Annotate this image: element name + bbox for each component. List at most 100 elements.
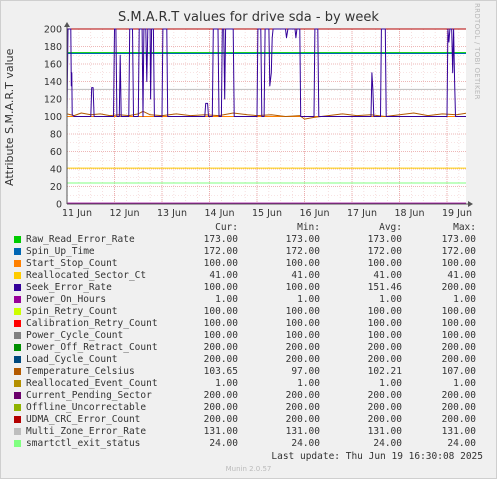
legend-series-name: Spin_Retry_Count: [26, 306, 118, 317]
legend-row: Start_Stop_Count 100.00 100.00 100.00 100.00: [14, 258, 484, 270]
x-tick-label: 18 Jun: [395, 208, 425, 219]
legend-value-cur: 173.00: [203, 234, 238, 245]
legend-value-cur: 200.00: [203, 402, 238, 413]
legend-value-min: 200.00: [285, 402, 320, 413]
y-tick-label: 160: [44, 60, 62, 71]
chart-title: S.M.A.R.T values for drive sda - by week: [118, 10, 379, 25]
legend-value-avg: 151.46: [367, 282, 402, 293]
legend-value-cur: 100.00: [203, 258, 238, 269]
legend-series-name: Reallocated_Event_Count: [26, 378, 158, 389]
legend-value-min: 173.00: [285, 234, 320, 245]
legend-row: Current_Pending_Sector 200.00 200.00 200.00…: [14, 390, 484, 402]
legend-value-cur: 200.00: [203, 342, 238, 353]
legend-value-avg: 173.00: [367, 234, 402, 245]
legend-value-cur: 100.00: [203, 282, 238, 293]
legend-swatch: [14, 308, 21, 315]
legend-value-avg: 100.00: [367, 318, 402, 329]
legend-value-max: 107.00: [441, 366, 476, 377]
legend-value-min: 200.00: [285, 354, 320, 365]
legend-value-cur: 200.00: [203, 390, 238, 401]
legend-series-name: Temperature_Celsius: [26, 366, 135, 377]
legend-series-name: Seek_Error_Rate: [26, 282, 112, 293]
legend-value-avg: 1.00: [379, 294, 402, 305]
legend-value-min: 100.00: [285, 306, 320, 317]
x-tick-label: 13 Jun: [157, 208, 187, 219]
legend-value-max: 173.00: [441, 234, 476, 245]
munin-version: Munin 2.0.57: [225, 465, 272, 473]
legend-row: UDMA_CRC_Error_Count 200.00 200.00 200.00 20…: [14, 414, 484, 426]
legend-value-max: 200.00: [441, 390, 476, 401]
legend-swatch: [14, 356, 21, 363]
legend-value-cur: 100.00: [203, 318, 238, 329]
legend-series-name: Raw_Read_Error_Rate: [26, 234, 135, 245]
legend-value-cur: 1.00: [215, 294, 238, 305]
legend-value-avg: 100.00: [367, 306, 402, 317]
legend-value-avg: 200.00: [367, 402, 402, 413]
legend-swatch: [14, 416, 21, 423]
legend-value-avg: 1.00: [379, 378, 402, 389]
legend-series-name: Spin_Up_Time: [26, 246, 95, 257]
legend-value-max: 100.00: [441, 258, 476, 269]
series-line: [66, 110, 467, 120]
legend-value-min: 41.00: [291, 270, 320, 281]
legend-value-max: 41.00: [447, 270, 476, 281]
x-tick-label: 17 Jun: [347, 208, 377, 219]
legend-value-min: 131.00: [285, 426, 320, 437]
legend-header-max: Max:: [453, 222, 476, 233]
legend-value-max: 1.00: [453, 378, 476, 389]
y-tick-label: 120: [44, 95, 62, 106]
y-axis-arrow: [64, 22, 70, 27]
legend-value-cur: 172.00: [203, 246, 238, 257]
legend-series-name: Start_Stop_Count: [26, 258, 118, 269]
y-tick-label: 80: [50, 130, 62, 141]
legend-row: Spin_Up_Time 172.00 172.00 172.00 172.00: [14, 246, 484, 258]
legend-value-max: 200.00: [441, 354, 476, 365]
chart-plot: 0 20 40 60 80 100 120 140 160 180 200 11 Jun 12 Jun…: [44, 22, 473, 219]
legend-value-min: 97.00: [291, 366, 320, 377]
legend-series-name: Calibration_Retry_Count: [26, 318, 158, 329]
y-tick-label: 20: [50, 182, 62, 193]
legend-value-max: 1.00: [453, 294, 476, 305]
legend-series-name: Power_Cycle_Count: [26, 330, 124, 341]
legend-row: Offline_Uncorrectable 200.00 200.00 200.00 2…: [14, 402, 484, 414]
legend-header-avg: Avg:: [379, 222, 402, 233]
legend-row: Raw_Read_Error_Rate 173.00 173.00 173.00 173…: [14, 234, 484, 246]
legend-series-name: Load_Cycle_Count: [26, 354, 118, 365]
legend-value-max: 172.00: [441, 246, 476, 257]
legend-value-max: 100.00: [441, 306, 476, 317]
y-tick-label: 60: [50, 147, 62, 158]
legend-swatch: [14, 428, 21, 435]
legend-value-avg: 24.00: [373, 438, 402, 449]
legend-value-min: 100.00: [285, 258, 320, 269]
legend-swatch: [14, 260, 21, 267]
legend-swatch: [14, 404, 21, 411]
legend-series-name: Reallocated_Sector_Ct: [26, 270, 147, 281]
legend-value-cur: 100.00: [203, 306, 238, 317]
legend-value-max: 131.00: [441, 426, 476, 437]
legend-row: Calibration_Retry_Count 100.00 100.00 100.0…: [14, 318, 484, 330]
legend-swatch: [14, 284, 21, 291]
chart-series: [66, 28, 467, 204]
legend-series-name: Current_Pending_Sector: [26, 390, 152, 401]
legend-row: Reallocated_Event_Count 1.00 1.00 1.00 1.00: [14, 378, 484, 390]
legend-value-min: 100.00: [285, 282, 320, 293]
y-tick-label: 0: [56, 200, 62, 211]
x-tick-label: 12 Jun: [110, 208, 140, 219]
chart-axes: [64, 22, 473, 207]
legend-value-max: 200.00: [441, 342, 476, 353]
legend-swatch: [14, 236, 21, 243]
legend-series-name: Offline_Uncorrectable: [26, 402, 147, 413]
legend-value-avg: 100.00: [367, 330, 402, 341]
x-tick-label: 14 Jun: [205, 208, 235, 219]
legend-row: Multi_Zone_Error_Rate 131.00 131.00 131.00 1…: [14, 426, 484, 438]
legend-row: Spin_Retry_Count 100.00 100.00 100.00 100.00: [14, 306, 484, 318]
legend-value-min: 200.00: [285, 414, 320, 425]
legend-row: smartctl_exit_status 24.00 24.00 24.00 24.00: [14, 438, 484, 450]
legend-value-avg: 102.21: [367, 366, 402, 377]
legend-value-cur: 131.00: [203, 426, 238, 437]
legend-swatch: [14, 248, 21, 255]
y-tick-label: 200: [44, 25, 62, 36]
legend-series-name: UDMA_CRC_Error_Count: [26, 414, 141, 425]
legend-value-avg: 100.00: [367, 258, 402, 269]
y-tick-label: 140: [44, 77, 62, 88]
